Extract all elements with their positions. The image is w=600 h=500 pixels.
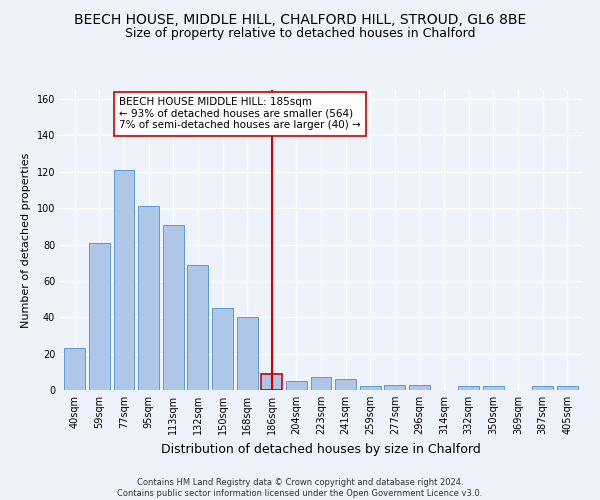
Bar [261, 374, 282, 390]
Bar [557, 386, 578, 390]
Bar [286, 381, 307, 390]
Bar [532, 386, 553, 390]
X-axis label: Distribution of detached houses by size in Chalford: Distribution of detached houses by size … [161, 442, 481, 456]
Bar [409, 384, 430, 390]
Bar [163, 224, 184, 390]
Bar [236, 318, 257, 390]
Bar [385, 384, 406, 390]
Bar [360, 386, 381, 390]
Bar [483, 386, 504, 390]
Text: Contains HM Land Registry data © Crown copyright and database right 2024.
Contai: Contains HM Land Registry data © Crown c… [118, 478, 482, 498]
Bar [187, 264, 208, 390]
Bar [458, 386, 479, 390]
Y-axis label: Number of detached properties: Number of detached properties [21, 152, 31, 328]
Bar [64, 348, 85, 390]
Bar [113, 170, 134, 390]
Text: BEECH HOUSE MIDDLE HILL: 185sqm
← 93% of detached houses are smaller (564)
7% of: BEECH HOUSE MIDDLE HILL: 185sqm ← 93% of… [119, 98, 361, 130]
Bar [138, 206, 159, 390]
Text: Size of property relative to detached houses in Chalford: Size of property relative to detached ho… [125, 28, 475, 40]
Bar [212, 308, 233, 390]
Bar [89, 242, 110, 390]
Bar [311, 378, 331, 390]
Text: BEECH HOUSE, MIDDLE HILL, CHALFORD HILL, STROUD, GL6 8BE: BEECH HOUSE, MIDDLE HILL, CHALFORD HILL,… [74, 12, 526, 26]
Bar [335, 379, 356, 390]
